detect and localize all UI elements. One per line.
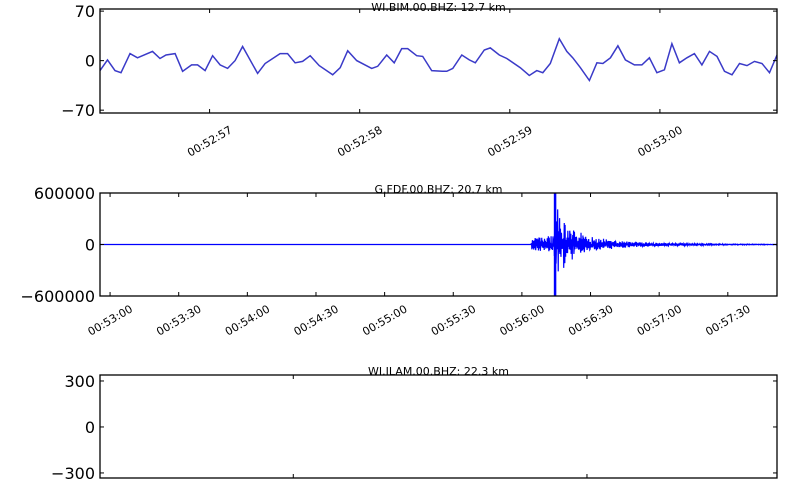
panel-1: WI.BIM.00.BHZ: 12.7 km 70 0 −70 00:52:57 00:5… bbox=[61, 1, 778, 159]
axes-frame bbox=[99, 374, 778, 479]
panel-title: WI.ILAM.00.BHZ: 22.3 km bbox=[368, 365, 509, 378]
panel-title: WI.BIM.00.BHZ: 12.7 km bbox=[371, 1, 506, 14]
panel-2: G.FDF.00.BHZ: 20.7 km6000000−60000000:53… bbox=[21, 183, 778, 338]
axes-frame bbox=[99, 8, 778, 114]
xtick-label: 00:53:30 bbox=[154, 302, 203, 338]
xtick-label: 00:54:00 bbox=[223, 302, 272, 338]
waveform-trace bbox=[100, 195, 777, 272]
xtick-label: 00:53:00 bbox=[86, 302, 135, 338]
xtick-label: 00:52:59 bbox=[485, 123, 534, 159]
panel-3: WI.ILAM.00.BHZ: 22.3 km 300 0 −300 bbox=[51, 365, 778, 483]
xtick-label: 00:57:30 bbox=[703, 302, 752, 338]
ytick-label: −600000 bbox=[21, 287, 95, 306]
xtick-label: 00:56:30 bbox=[566, 302, 615, 338]
ytick-label: 600000 bbox=[34, 184, 95, 203]
xtick-label: 00:57:00 bbox=[635, 302, 684, 338]
waveform-trace bbox=[100, 36, 777, 83]
xtick-label: 00:56:00 bbox=[498, 302, 547, 338]
xtick-label: 00:55:30 bbox=[429, 302, 478, 338]
ytick-label: −70 bbox=[61, 101, 95, 120]
panel-title: G.FDF.00.BHZ: 20.7 km bbox=[375, 183, 503, 196]
ytick-label: 70 bbox=[75, 2, 95, 21]
xtick-label: 00:53:00 bbox=[636, 123, 685, 159]
ytick-label: 0 bbox=[85, 236, 95, 255]
ytick-label: −300 bbox=[51, 464, 95, 483]
xtick-label: 00:52:57 bbox=[185, 123, 234, 159]
xtick-label: 00:52:58 bbox=[335, 123, 384, 159]
xtick-label: 00:55:00 bbox=[360, 302, 409, 338]
ytick-label: 0 bbox=[85, 418, 95, 437]
ytick-label: 300 bbox=[64, 372, 95, 391]
xtick-label: 00:54:30 bbox=[292, 302, 341, 338]
ytick-label: 0 bbox=[85, 52, 95, 71]
